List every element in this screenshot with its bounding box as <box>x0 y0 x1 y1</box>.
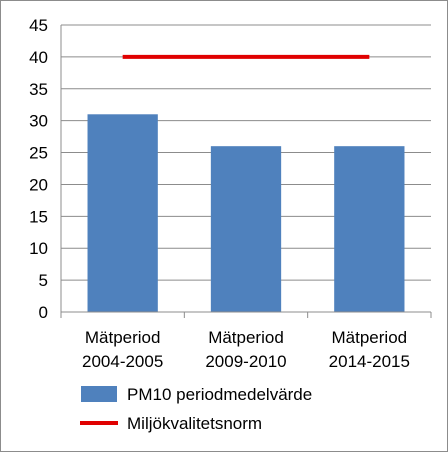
y-tick-label: 10 <box>29 239 48 258</box>
bar-2 <box>210 146 282 312</box>
x-category-label: Mätperiod <box>208 328 284 347</box>
y-tick-label: 20 <box>29 175 48 194</box>
y-axis: 0 5 10 15 20 25 30 35 40 45 <box>29 16 62 322</box>
legend-swatch-bar <box>81 386 117 402</box>
y-tick-label: 40 <box>29 48 48 67</box>
bar-1 <box>87 114 158 313</box>
bar-3 <box>334 146 405 312</box>
bar-series <box>87 114 405 313</box>
y-tick-label: 45 <box>29 16 48 35</box>
y-tick-label: 5 <box>39 271 48 290</box>
y-tick-label: 25 <box>29 144 48 163</box>
y-tick-label: 0 <box>39 303 48 322</box>
y-tick-label: 35 <box>29 80 48 99</box>
x-category-label: Mätperiod <box>85 328 161 347</box>
legend: PM10 periodmedelvärde Miljökvalitetsnorm <box>80 385 312 433</box>
x-category-label: 2014-2015 <box>329 352 410 371</box>
legend-label-line: Miljökvalitetsnorm <box>127 414 262 433</box>
y-tick-label: 15 <box>29 207 48 226</box>
x-axis: Mätperiod 2004-2005 Mätperiod 2009-2010 Mätp… <box>60 311 432 371</box>
x-category-label: Mätperiod <box>332 328 408 347</box>
x-category-label: 2004-2005 <box>82 352 163 371</box>
y-tick-label: 30 <box>29 112 48 131</box>
x-category-label: 2009-2010 <box>205 352 286 371</box>
legend-label-bar: PM10 periodmedelvärde <box>127 385 312 404</box>
